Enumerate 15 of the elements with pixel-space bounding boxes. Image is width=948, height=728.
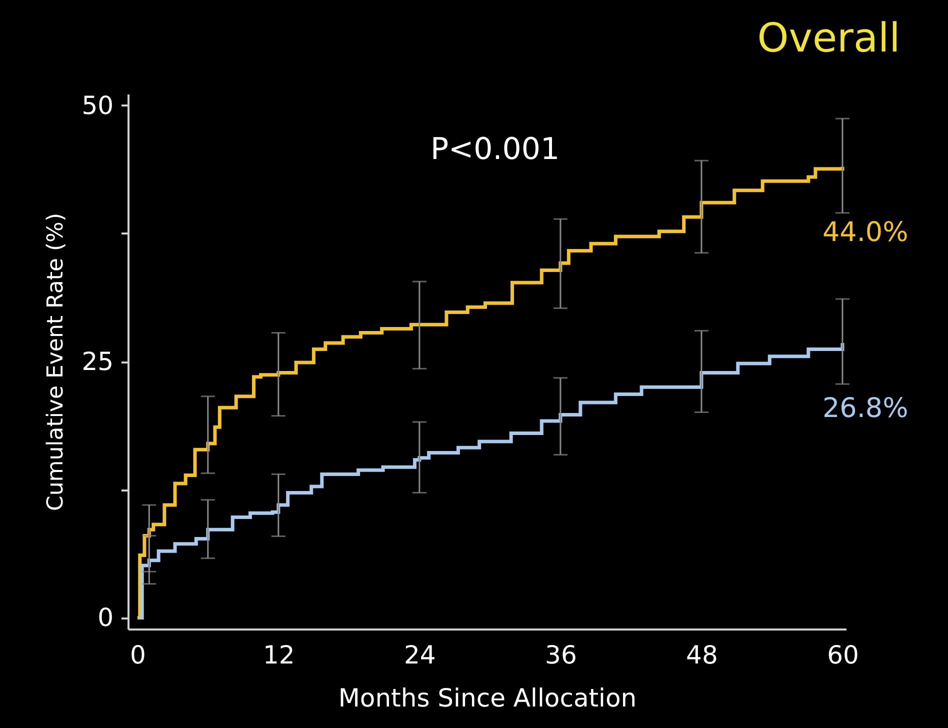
y-tick-label: 50 [82, 90, 114, 120]
x-tick-label: 48 [686, 640, 718, 670]
x-tick-label: 36 [545, 640, 577, 670]
annotation: P<0.001 [430, 132, 560, 167]
x-tick-label: 60 [827, 640, 859, 670]
y-axis-title: Cumulative Event Rate (%) [44, 212, 69, 512]
y-tick-label: 0 [98, 603, 114, 632]
data-label: 26.8% [822, 393, 908, 424]
chart-title: Overall [757, 15, 900, 62]
y-tick-label: 25 [82, 347, 114, 376]
x-tick-label: 12 [263, 640, 295, 670]
data-label: 44.0% [822, 216, 908, 248]
x-axis-title: Months Since Allocation [338, 684, 637, 712]
x-tick-label: 0 [130, 640, 146, 670]
x-tick-label: 24 [404, 640, 436, 670]
